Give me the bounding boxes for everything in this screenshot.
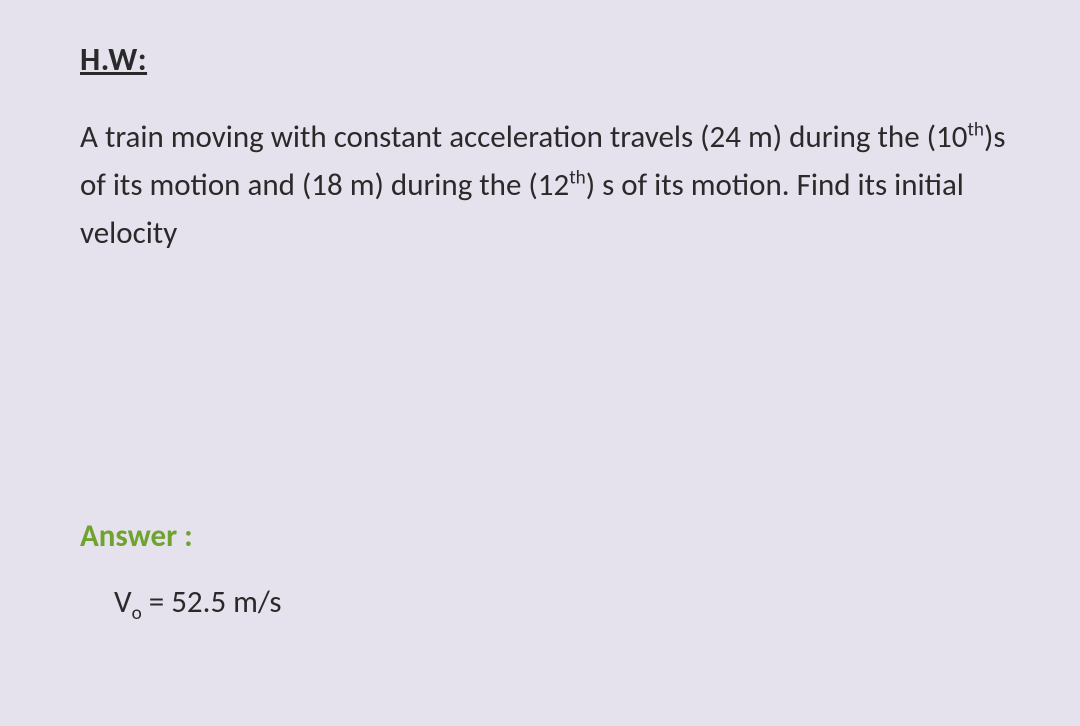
problem-statement: A train moving with constant acceleratio… [80,113,1010,257]
answer-value: Vo = 52.5 m/s [80,583,1010,621]
page: H.W: A train moving with constant accele… [0,0,1080,726]
answer-subscript: o [132,602,142,625]
ordinal-sup-2: th [569,167,586,190]
problem-part1: A train moving with constant acceleratio… [80,118,967,156]
ordinal-sup-1: th [967,119,984,142]
answer-equals: = [142,583,171,621]
hw-heading: H.W: [80,40,1010,79]
answer-number: 52.5 m/s [171,583,281,621]
answer-label: Answer : [80,517,1010,555]
answer-symbol: V [114,583,132,621]
